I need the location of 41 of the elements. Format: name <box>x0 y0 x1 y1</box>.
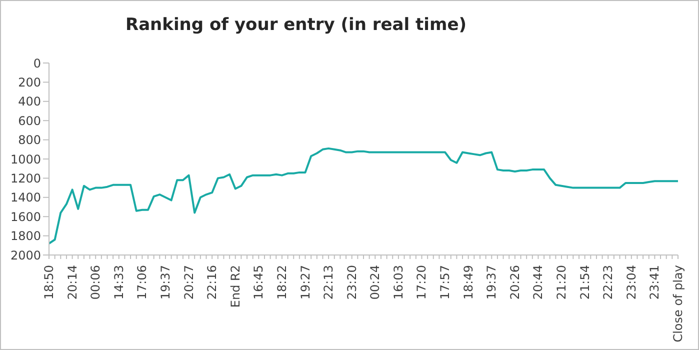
y-tick-label: 1200 <box>10 171 41 186</box>
x-tick-label: 23:04 <box>624 265 638 300</box>
x-tick-label: 18:22 <box>274 265 289 300</box>
x-tick-label: 19:37 <box>484 265 499 300</box>
x-tick-label: 00:06 <box>88 265 103 300</box>
x-tick-label: 16:45 <box>252 265 266 300</box>
x-tick-label: 22:13 <box>322 265 336 300</box>
x-tick-label: 17:57 <box>438 265 452 300</box>
x-tick-label: 23:20 <box>344 265 359 300</box>
y-tick-label: 1400 <box>10 190 41 205</box>
x-tick-label: 20:44 <box>531 265 546 300</box>
y-tick-label: 1000 <box>10 152 41 166</box>
x-tick-label: 20:14 <box>65 265 80 300</box>
y-tick-label: 1600 <box>10 210 41 224</box>
x-tick-label: 16:03 <box>391 265 406 300</box>
line-series <box>48 147 679 244</box>
y-tick-label: 800 <box>18 133 41 148</box>
x-tick-label: 20:27 <box>182 265 196 300</box>
x-tick-label: 23:41 <box>648 265 662 300</box>
x-tick-label: End R2 <box>228 265 242 308</box>
x-tick-label: 22:23 <box>601 265 616 300</box>
y-tick-label: 600 <box>18 114 41 128</box>
x-tick-label: 21:20 <box>554 265 569 300</box>
y-tick-label: 1800 <box>10 229 41 244</box>
x-tick-label: 19:27 <box>298 265 312 300</box>
x-tick-label: 19:37 <box>158 265 172 300</box>
x-tick-label: 18:49 <box>461 265 476 300</box>
x-tick-label: 20:26 <box>508 265 522 300</box>
x-tick-label: 17:06 <box>135 265 150 300</box>
y-tick-label: 200 <box>18 75 41 90</box>
x-tick-label: 18:50 <box>42 265 56 300</box>
chart-title: Ranking of your entry (in real time) <box>124 15 468 35</box>
y-tick-label: 400 <box>18 94 41 109</box>
y-tick-label: 2000 <box>10 248 41 262</box>
x-tick-label: 00:24 <box>368 265 382 300</box>
x-tick-label: 22:16 <box>205 265 220 300</box>
x-tick-label: 21:54 <box>578 265 592 300</box>
y-tick-label: 0 <box>33 56 41 70</box>
x-tick-label: 17:20 <box>414 265 429 300</box>
x-tick-label: 14:33 <box>112 265 126 300</box>
x-tick-label: Close of play <box>671 265 685 342</box>
